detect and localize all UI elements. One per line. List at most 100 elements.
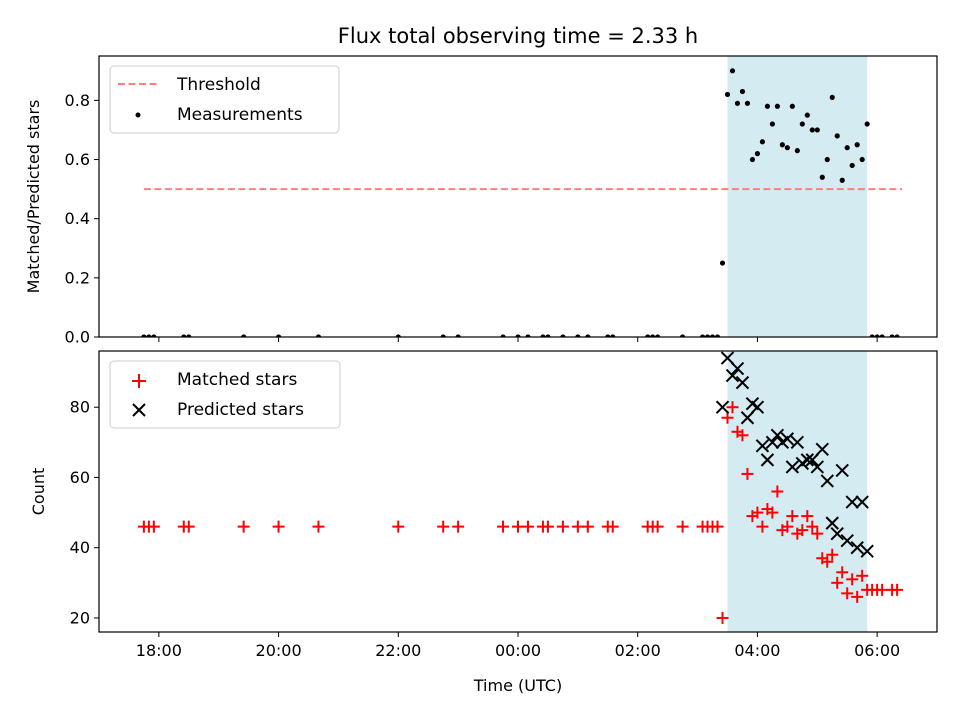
top-panel: 0.00.20.40.60.8 Matched/Predicted stars …: [24, 55, 938, 347]
measurements-point: [729, 68, 736, 74]
predicted-stars-point: [815, 442, 829, 457]
measurements-point: [744, 100, 751, 106]
matched-stars-point: [676, 520, 689, 533]
measurements-point: [754, 151, 761, 157]
predicted-stars-point: [720, 351, 735, 365]
predicted-stars-point: [735, 375, 750, 390]
top-y-tick-label: 0.0: [65, 328, 90, 347]
measurements-point: [774, 103, 780, 109]
legend-matched-label: Matched stars: [177, 370, 297, 390]
bottom-y-tick-label: 40: [70, 538, 90, 557]
measurements-point: [141, 334, 147, 337]
x-tick-label: 18:00: [136, 641, 182, 660]
measurements-point: [804, 112, 810, 118]
measurements-point: [869, 334, 875, 337]
measurements-point: [849, 162, 855, 169]
matched-stars-point: [821, 555, 834, 568]
measurements-point: [769, 121, 775, 127]
matched-stars-point: [756, 520, 769, 533]
matched-stars-point: [846, 573, 859, 586]
measurements-point: [515, 334, 521, 337]
legend-matched-swatch: [132, 374, 146, 388]
legend-measurements-swatch: [135, 112, 141, 118]
predicted-stars-point: [855, 495, 869, 509]
matched-stars-point: [711, 520, 724, 533]
predicted-stars-point: [790, 435, 805, 450]
matched-stars-point: [806, 520, 819, 533]
x-tick-label: 02:00: [615, 641, 661, 660]
measurements-point: [186, 334, 192, 337]
matched-stars-point: [452, 520, 465, 533]
bottom-y-tick-label: 80: [70, 398, 90, 417]
x-tick-label: 22:00: [375, 641, 421, 660]
predicted-stars-point: [805, 453, 820, 467]
matched-stars-point: [831, 576, 844, 589]
measurements-point: [540, 334, 546, 337]
measurements-point: [704, 334, 711, 337]
measurements-point: [749, 156, 756, 163]
measurements-point: [146, 334, 152, 337]
measurements-point: [241, 334, 247, 337]
measurements-point: [789, 103, 795, 109]
measurements-point: [864, 121, 870, 127]
measurements-point: [824, 156, 830, 163]
measurements-point: [440, 334, 446, 337]
legend-threshold-label: Threshold: [176, 75, 261, 95]
top-legend: Threshold Measurements: [109, 65, 340, 134]
predicted-stars-point: [850, 540, 864, 555]
bottom-y-tick-label: 20: [70, 608, 90, 627]
matched-stars-point: [541, 520, 554, 533]
predicted-stars-point: [785, 460, 800, 474]
predicted-stars-point: [825, 516, 839, 530]
bottom-y-tick-label: 60: [70, 468, 90, 487]
top-observing-window: [727, 56, 868, 337]
measurements-point: [844, 145, 850, 151]
matched-stars-point: [771, 485, 784, 498]
matched-stars-point: [237, 520, 250, 533]
matched-stars-point: [392, 520, 405, 533]
measurements-point: [395, 334, 401, 337]
matched-stars-point: [751, 506, 764, 519]
measurements-point: [315, 334, 322, 337]
predicted-stars-point: [800, 453, 815, 467]
predicted-stars-point: [750, 400, 765, 414]
matched-stars-point: [766, 506, 779, 519]
matched-stars-point: [147, 520, 160, 533]
measurements-point: [680, 334, 686, 337]
predicted-stars-point: [770, 428, 785, 443]
top-y-axis-label: Matched/Predicted stars: [24, 100, 43, 294]
predicted-stars-point: [820, 474, 834, 488]
predicted-stars-point: [845, 495, 859, 509]
measurements-point: [879, 334, 885, 337]
matched-stars-point: [182, 520, 195, 533]
x-tick-label: 04:00: [734, 641, 780, 660]
matched-stars-point: [606, 520, 619, 533]
measurements-point: [645, 334, 651, 337]
measurements-point: [151, 334, 157, 337]
matched-stars-point: [437, 520, 450, 533]
measurements-point: [819, 174, 825, 180]
matched-stars-point: [826, 548, 839, 561]
measurements-point: [655, 334, 661, 337]
measurements-point: [181, 334, 187, 337]
matched-stars-point: [781, 520, 794, 533]
matched-stars-point: [836, 566, 849, 579]
predicted-stars-point: [765, 435, 780, 450]
matched-stars-point: [312, 520, 325, 533]
measurements-point: [545, 334, 551, 337]
matched-stars-point: [851, 590, 864, 603]
matched-stars-point: [721, 411, 734, 424]
measurements-point: [779, 142, 785, 148]
measurements-point: [455, 334, 461, 337]
predicted-stars-point: [725, 368, 740, 383]
top-y-tick-label: 0.8: [65, 91, 90, 110]
measurements-point: [525, 334, 531, 337]
measurements-point: [734, 100, 741, 106]
matched-stars-point: [801, 510, 814, 523]
bottom-legend: Matched stars Predicted stars: [109, 360, 341, 429]
predicted-stars-point: [730, 361, 745, 376]
predicted-stars-point: [760, 453, 775, 467]
x-tick-label: 20:00: [256, 641, 302, 660]
measurements-point: [275, 334, 282, 337]
